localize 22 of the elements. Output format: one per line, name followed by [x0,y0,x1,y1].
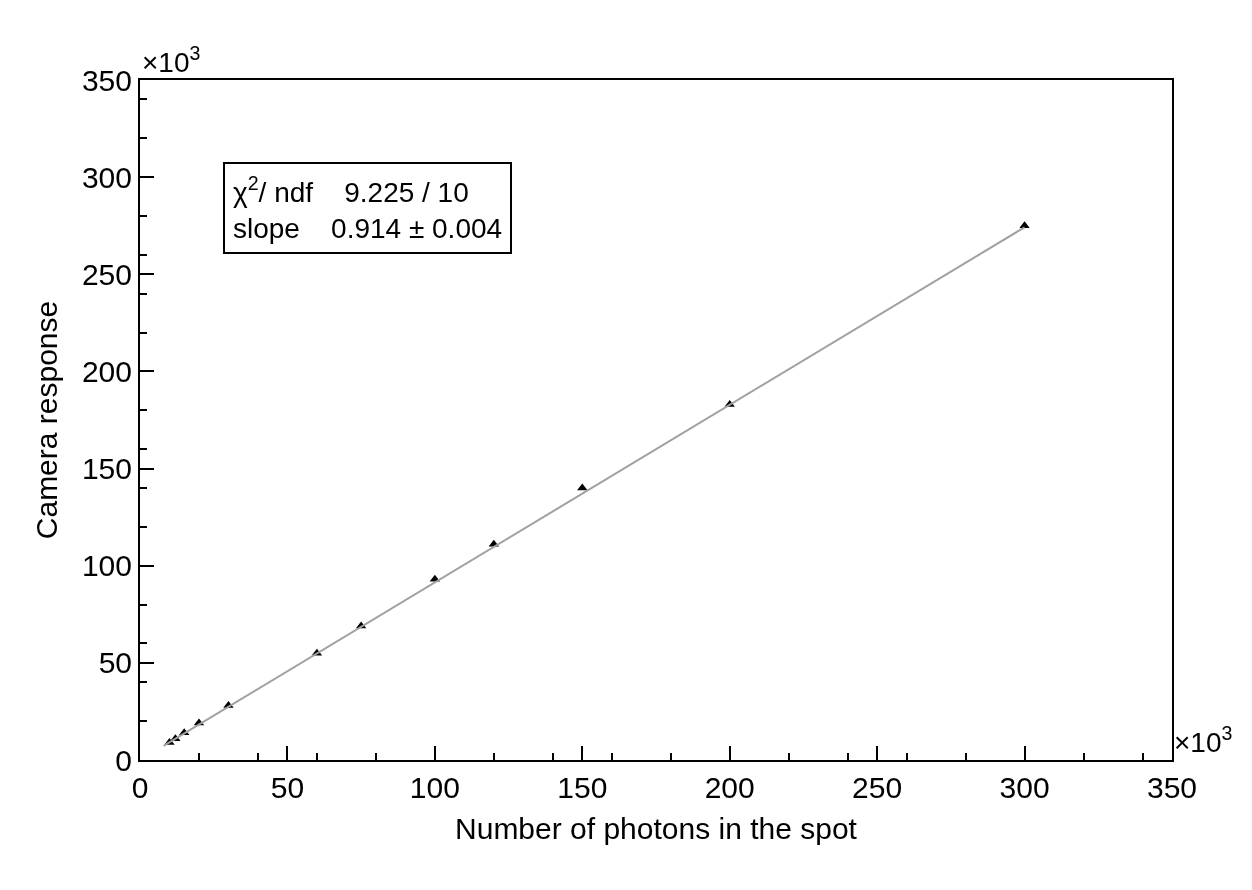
x-tick-label: 100 [409,771,460,804]
y-tick-label: 300 [81,160,132,194]
point [577,483,588,491]
y-tick-label: 0 [115,743,132,777]
y-tick-label: 50 [98,646,132,680]
text: ×10$^{3}$ [1174,722,1233,758]
x-tick-label: 200 [704,771,755,804]
y-tick-label: 250 [81,257,132,291]
x-tick-label: 250 [852,771,903,804]
y-tick-label: 350 [81,63,132,97]
annotation: slope 0.914 ± 0.004 [233,213,503,245]
y-tick-label: 200 [81,354,132,388]
text: ×10$^{3}$ [142,42,201,78]
x-tick-label: 300 [999,771,1050,804]
x-axis-title: Number of photons in the spot [455,812,858,845]
x-tick-label: 150 [557,771,608,804]
y-tick-label: 150 [81,452,132,486]
annotation: χ$^{2}$/ ndf 9.225 / 10 [233,172,469,208]
y-tick-label: 100 [81,549,132,583]
x-tick-label: 350 [1146,771,1198,804]
y-axis-title: Camera response [30,300,64,540]
x-tick-label: 50 [270,771,305,804]
